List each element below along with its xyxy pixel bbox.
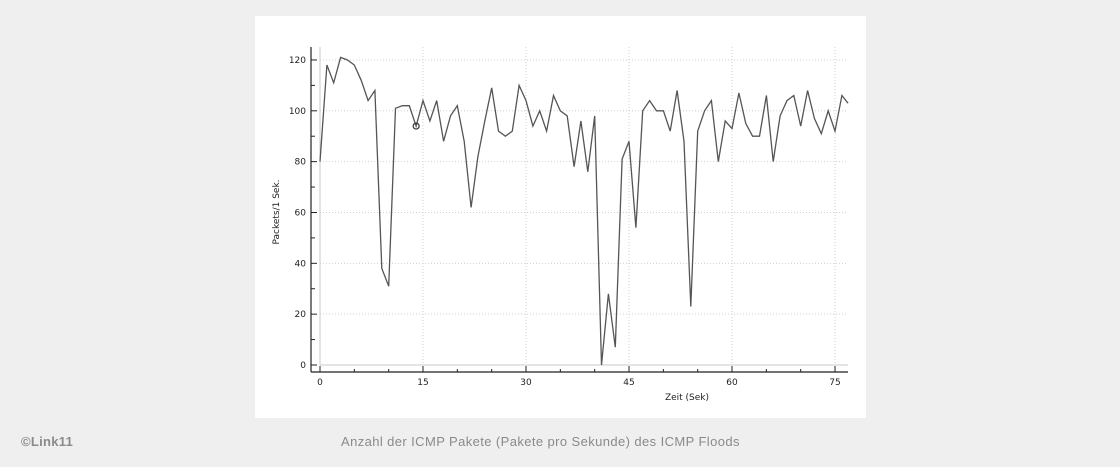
point-marker-icon bbox=[412, 122, 420, 130]
y-axis-title: Packets/1 Sek. bbox=[272, 179, 282, 244]
y-tick-label: 20 bbox=[295, 310, 307, 320]
x-tick-label: 60 bbox=[726, 378, 738, 388]
figure-caption: Anzahl der ICMP Pakete (Pakete pro Sekun… bbox=[341, 434, 740, 449]
y-tick-label: 60 bbox=[295, 208, 307, 218]
x-tick-label: 45 bbox=[623, 378, 634, 388]
x-axis-title: Zeit (Sek) bbox=[665, 393, 709, 403]
y-tick-label: 0 bbox=[300, 361, 306, 371]
x-tick-label: 75 bbox=[829, 378, 840, 388]
x-tick-label: 15 bbox=[417, 378, 428, 388]
axis-ticks: 0 20 40 60 80 100 120 0 15 30 45 60 75 bbox=[289, 56, 841, 388]
grid-lines bbox=[319, 47, 848, 366]
data-series bbox=[319, 56, 849, 366]
series-line bbox=[319, 56, 849, 366]
y-tick-label: 100 bbox=[289, 107, 306, 117]
x-tick-label: 30 bbox=[520, 378, 532, 388]
chart-panel bbox=[255, 16, 866, 418]
copyright-label: ©Link11 bbox=[21, 434, 74, 449]
y-tick-label: 120 bbox=[289, 56, 306, 66]
y-tick-label: 80 bbox=[295, 158, 307, 168]
y-tick-label: 40 bbox=[295, 259, 307, 269]
axes bbox=[310, 47, 848, 373]
x-tick-label: 0 bbox=[317, 378, 323, 388]
